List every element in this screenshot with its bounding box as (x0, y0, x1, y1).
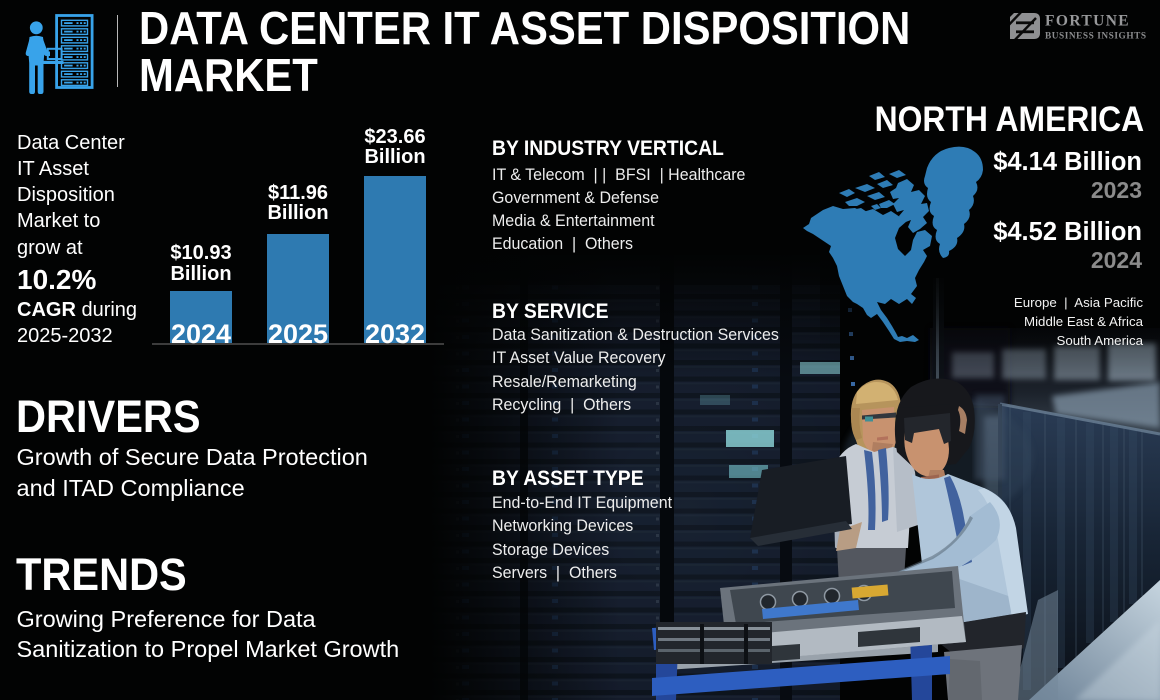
svg-text:FORTUNE: FORTUNE (1045, 13, 1130, 30)
svg-text:BUSINESS INSIGHTS: BUSINESS INSIGHTS (1045, 32, 1147, 42)
